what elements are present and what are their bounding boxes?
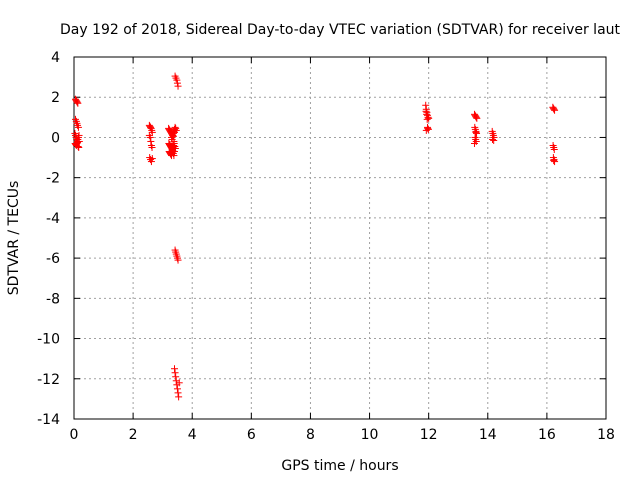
data-point — [550, 105, 558, 113]
y-tick-label: -6 — [46, 251, 60, 267]
data-point — [75, 137, 83, 145]
data-point — [551, 158, 559, 166]
data-point — [74, 123, 82, 131]
y-tick-labels: -14 -12 -10 -8 -6 -4 -2 0 2 4 — [37, 50, 60, 428]
x-tick-label: 10 — [361, 427, 379, 443]
data-point — [170, 128, 178, 136]
data-point — [74, 138, 82, 146]
y-tick-label: -12 — [37, 372, 60, 388]
x-tick-label: 6 — [247, 427, 256, 443]
data-point — [174, 82, 182, 90]
x-tick-label: 4 — [188, 427, 197, 443]
data-point — [147, 158, 155, 166]
data-point — [170, 152, 178, 160]
data-point — [173, 76, 181, 84]
x-tick-label: 8 — [306, 427, 315, 443]
data-point — [75, 131, 83, 139]
data-point — [148, 144, 156, 151]
data-point — [173, 79, 181, 87]
x-tick-label: 16 — [538, 427, 556, 443]
data-point — [550, 146, 558, 154]
data-point — [170, 137, 178, 145]
data-point — [74, 142, 82, 150]
data-point — [147, 123, 155, 131]
data-point — [470, 139, 478, 147]
data-point — [425, 114, 433, 122]
data-point — [75, 144, 83, 151]
data-points — [71, 72, 559, 401]
y-axis-label: SDTVAR / TECUs — [6, 181, 22, 296]
data-point — [170, 148, 178, 156]
data-point — [171, 369, 179, 377]
data-point — [472, 113, 480, 121]
data-point — [423, 115, 431, 123]
x-tick-label: 2 — [129, 427, 138, 443]
data-point — [172, 373, 180, 381]
x-tick-label: 0 — [70, 427, 79, 443]
x-tick-label: 12 — [420, 427, 438, 443]
y-tick-label: 2 — [51, 90, 60, 106]
data-point — [550, 157, 558, 165]
data-point — [490, 136, 498, 144]
y-tick-label: -4 — [46, 211, 60, 227]
y-tick-label: 0 — [51, 130, 60, 146]
data-point — [173, 385, 181, 393]
y-tick-label: -10 — [37, 332, 60, 348]
x-tick-label: 14 — [479, 427, 497, 443]
x-tick-labels: 0 2 4 6 8 10 12 14 16 18 — [70, 427, 615, 443]
data-point — [472, 128, 480, 136]
data-point — [422, 126, 430, 134]
data-point — [422, 107, 430, 115]
data-point — [146, 133, 154, 141]
data-point — [175, 393, 183, 401]
data-point — [147, 137, 155, 145]
y-tick-label: -8 — [46, 291, 60, 307]
data-point — [489, 135, 497, 143]
data-point — [422, 101, 430, 109]
data-point — [423, 123, 431, 131]
data-point — [73, 98, 81, 106]
x-axis-label: GPS time / hours — [281, 458, 398, 474]
data-point — [169, 129, 177, 137]
data-point — [170, 365, 178, 373]
axis-ticks — [73, 56, 607, 420]
data-point — [74, 99, 82, 107]
data-point — [174, 389, 182, 397]
y-tick-label: 4 — [51, 50, 60, 66]
plot-frame — [73, 56, 607, 420]
data-point — [473, 129, 481, 137]
data-point — [473, 114, 481, 122]
data-point — [174, 256, 182, 264]
data-point — [148, 128, 156, 136]
data-point — [423, 110, 431, 118]
data-point — [171, 123, 179, 131]
y-tick-label: -14 — [37, 412, 60, 428]
chart-title: Day 192 of 2018, Sidereal Day-to-day VTE… — [60, 22, 621, 38]
data-point — [148, 155, 156, 163]
grid-lines — [74, 57, 606, 419]
data-point — [551, 106, 559, 114]
x-tick-label: 18 — [597, 427, 615, 443]
data-point — [175, 379, 183, 387]
y-tick-label: -2 — [46, 171, 60, 187]
data-point — [169, 147, 177, 155]
